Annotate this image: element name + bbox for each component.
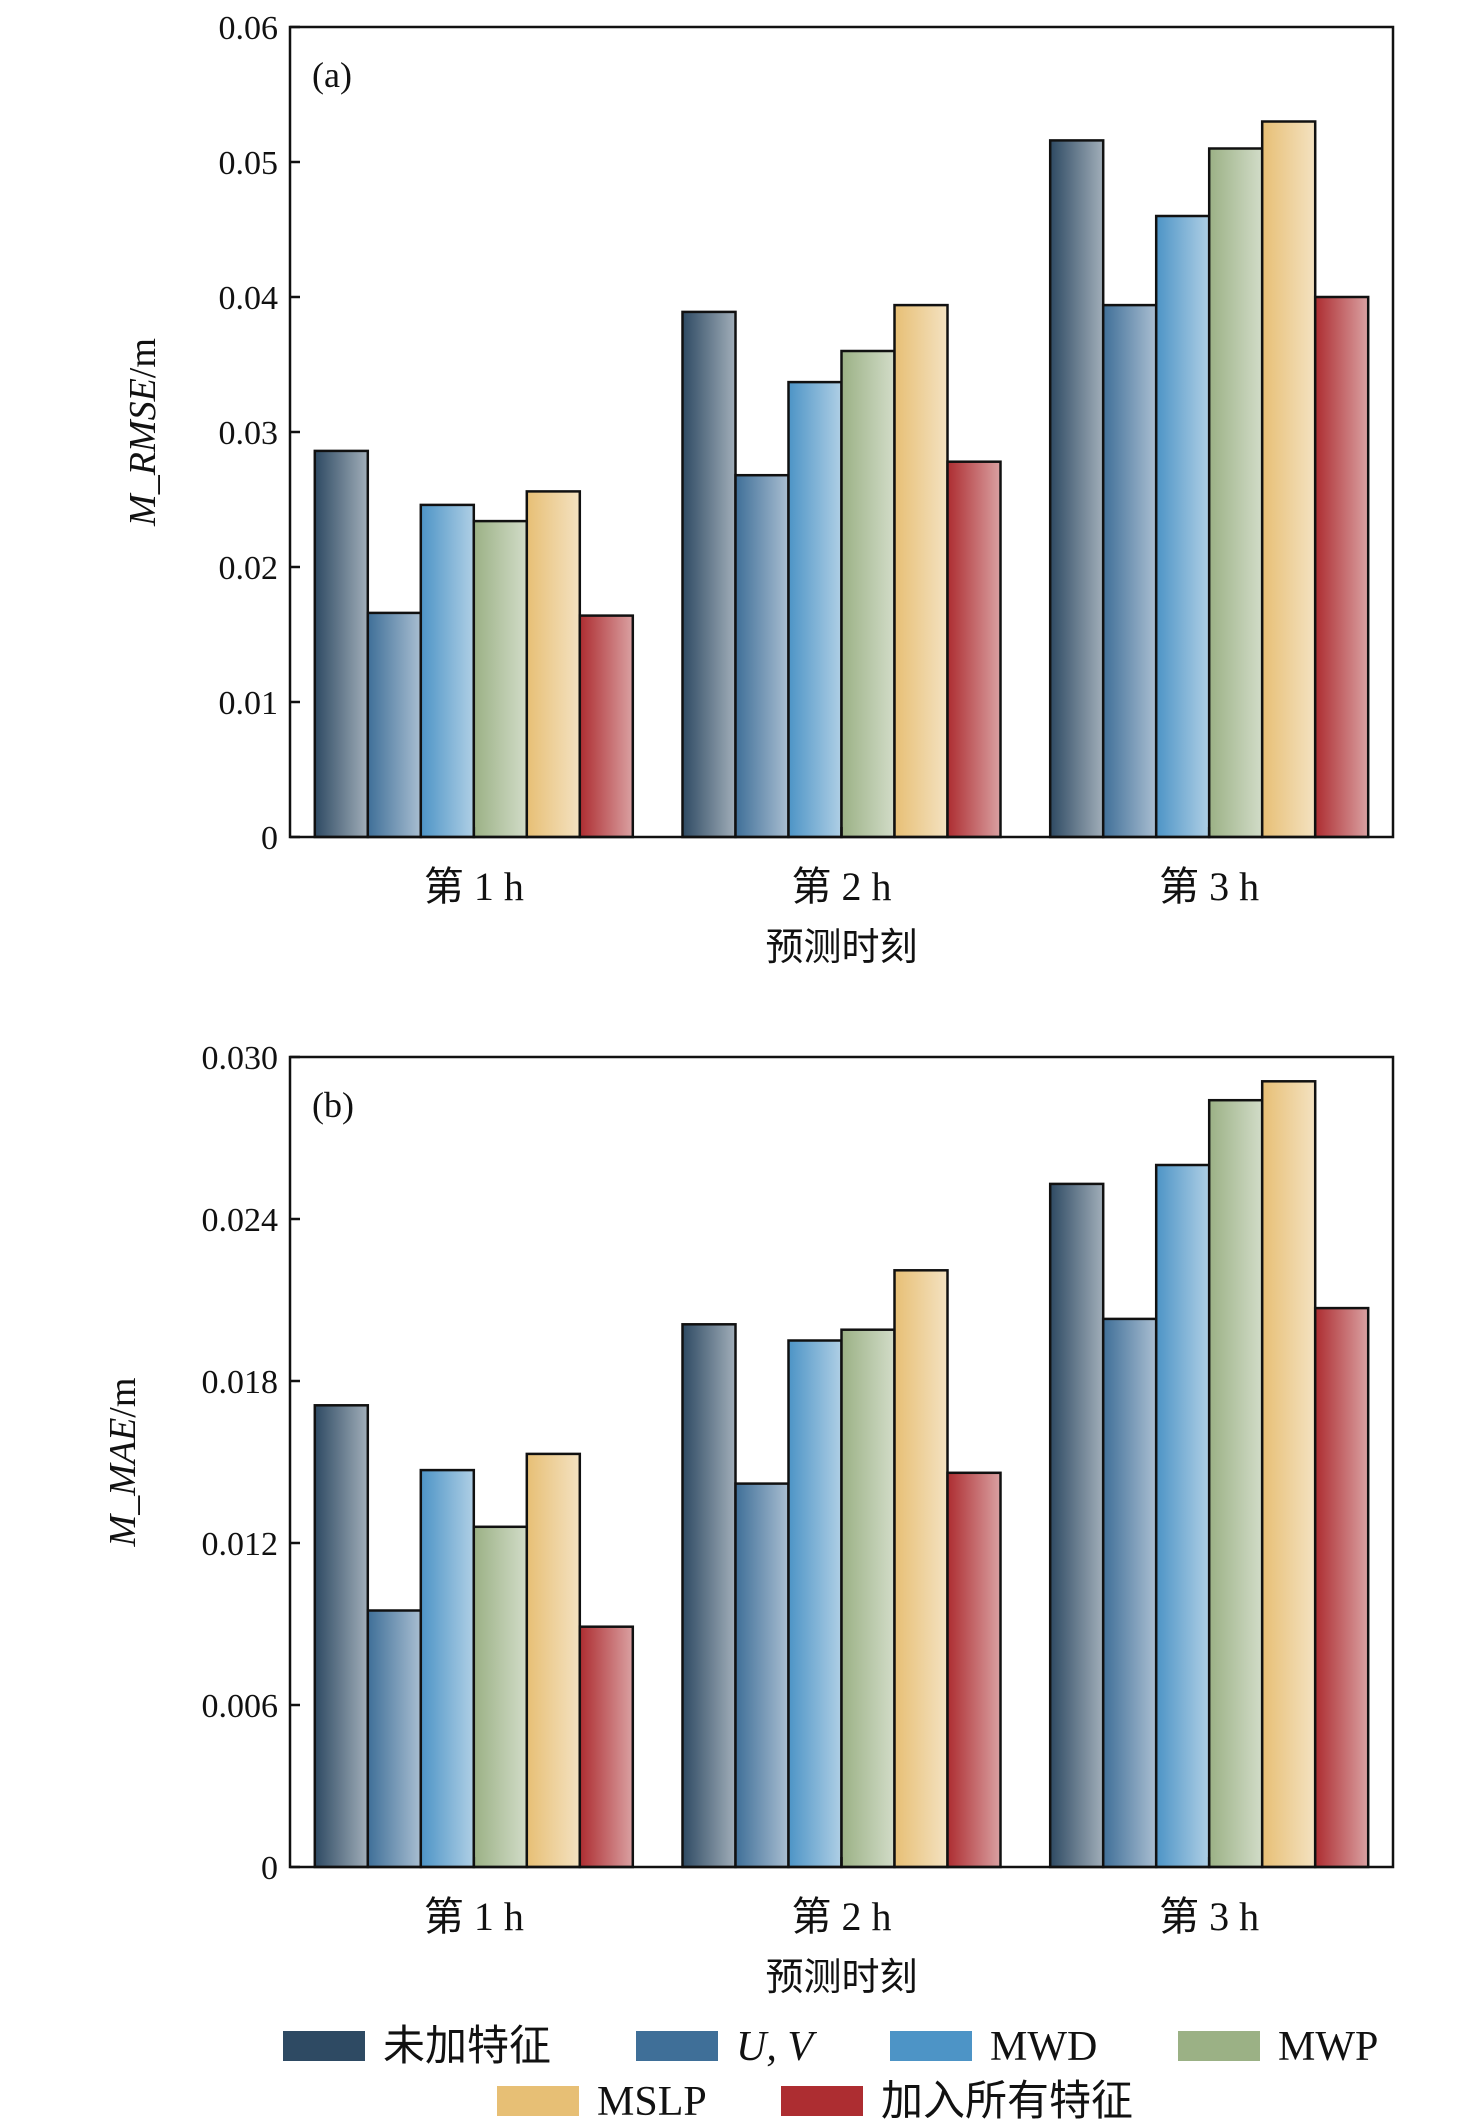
y-tick-label: 0.024 <box>202 1202 279 1239</box>
x-tick-label: 第 2 h <box>792 1894 892 1939</box>
x-tick-label: 第 3 h <box>1159 864 1259 909</box>
bar-a-4-0 <box>525 490 582 839</box>
bar-a-2-1 <box>787 380 843 839</box>
legend-item: MWD <box>890 2024 1097 2070</box>
y-tick-label: 0.06 <box>219 10 279 47</box>
bar-a-5-1 <box>946 460 1002 839</box>
x-tick-label: 第 1 h <box>424 864 524 909</box>
legend-label: 加入所有特征 <box>881 2079 1133 2124</box>
legend-label: MWP <box>1278 2024 1378 2070</box>
bar-a-3-1 <box>840 349 896 839</box>
bar-b-5-0 <box>578 1625 635 1869</box>
chart-panel-a: 0 0.01 0.02 0.03 0.04 0.05 0.06 第 1 h 第 2 h 第 3 h… <box>122 10 1395 969</box>
bar-a-1-1 <box>734 473 790 839</box>
bar-a-4-1 <box>893 303 949 839</box>
x-tick-label: 第 1 h <box>424 1894 524 1939</box>
bar-a-5-2 <box>1313 295 1370 839</box>
bar-b-5-1 <box>946 1471 1002 1869</box>
legend-item: U, V <box>636 2024 817 2070</box>
legend-label: MWD <box>990 2024 1097 2070</box>
y-tick-label: 0.03 <box>219 415 279 452</box>
legend-swatch <box>283 2031 365 2061</box>
bar-a-0-1 <box>681 310 737 839</box>
legend-swatch <box>497 2086 579 2116</box>
bar-a-5-0 <box>578 614 635 839</box>
y-tick-label: 0.02 <box>219 550 279 587</box>
y-tick-label: 0.04 <box>219 280 279 317</box>
bar-a-0-0 <box>313 449 370 839</box>
legend-label: U, V <box>736 2024 817 2070</box>
y-axis-title: M_RMSE/m <box>122 338 164 527</box>
bar-b-2-0 <box>419 1468 476 1869</box>
bar-a-2-0 <box>419 503 476 839</box>
legend: 未加特征 U, V MWD MWP MSLP 加入所有特征 <box>283 2024 1378 2124</box>
bar-b-1-0 <box>366 1609 423 1869</box>
y-axis-title: M_MAE/m <box>102 1378 144 1548</box>
legend-swatch <box>781 2086 863 2116</box>
bar-a-3-2 <box>1207 147 1264 839</box>
legend-swatch <box>636 2031 718 2061</box>
bar-b-3-2 <box>1207 1098 1264 1869</box>
bar-a-2-2 <box>1154 214 1211 839</box>
legend-label: MSLP <box>597 2079 707 2124</box>
bar-a-4-2 <box>1260 120 1317 839</box>
y-tick-label: 0.030 <box>202 1040 279 1077</box>
legend-label: 未加特征 <box>383 2024 551 2070</box>
y-tick-label: 0.018 <box>202 1364 279 1401</box>
bar-b-0-1 <box>681 1323 737 1869</box>
y-tick-label: 0.006 <box>202 1688 279 1725</box>
y-tick-label: 0 <box>261 1850 278 1887</box>
bar-a-3-0 <box>472 519 529 839</box>
bar-a-1-0 <box>366 611 423 839</box>
x-axis-title: 预测时刻 <box>765 1957 917 1999</box>
bar-b-1-2 <box>1101 1317 1158 1869</box>
legend-item: MWP <box>1178 2024 1378 2070</box>
bar-b-2-2 <box>1154 1163 1211 1869</box>
bar-b-2-1 <box>787 1339 843 1869</box>
legend-item: 未加特征 <box>283 2024 551 2070</box>
y-tick-label: 0.01 <box>219 685 279 722</box>
legend-swatch <box>1178 2031 1260 2061</box>
y-tick-label: 0.012 <box>202 1526 279 1563</box>
panel-label: (a) <box>312 55 352 95</box>
legend-swatch <box>890 2031 972 2061</box>
bar-b-4-1 <box>893 1269 949 1869</box>
panel-label: (b) <box>312 1085 354 1125</box>
bar-b-4-2 <box>1260 1080 1317 1869</box>
bar-a-0-2 <box>1048 139 1105 839</box>
x-tick-label: 第 3 h <box>1159 1894 1259 1939</box>
bar-b-3-1 <box>840 1328 896 1869</box>
legend-item: 加入所有特征 <box>781 2079 1133 2124</box>
bar-b-0-2 <box>1048 1182 1105 1869</box>
bar-b-1-1 <box>734 1482 790 1869</box>
x-tick-label: 第 2 h <box>792 864 892 909</box>
bar-b-5-2 <box>1313 1306 1370 1869</box>
x-axis-title: 预测时刻 <box>765 927 917 969</box>
bar-b-4-0 <box>525 1452 582 1869</box>
bar-b-3-0 <box>472 1525 529 1869</box>
legend-item: MSLP <box>497 2079 707 2124</box>
chart-panel-b: 0 0.006 0.012 0.018 0.024 0.030 第 1 h 第 2 h 第 3 … <box>102 1040 1395 1999</box>
bar-b-0-0 <box>313 1404 370 1869</box>
y-tick-label: 0 <box>261 820 278 857</box>
bar-a-1-2 <box>1101 303 1158 839</box>
y-tick-label: 0.05 <box>219 145 279 182</box>
